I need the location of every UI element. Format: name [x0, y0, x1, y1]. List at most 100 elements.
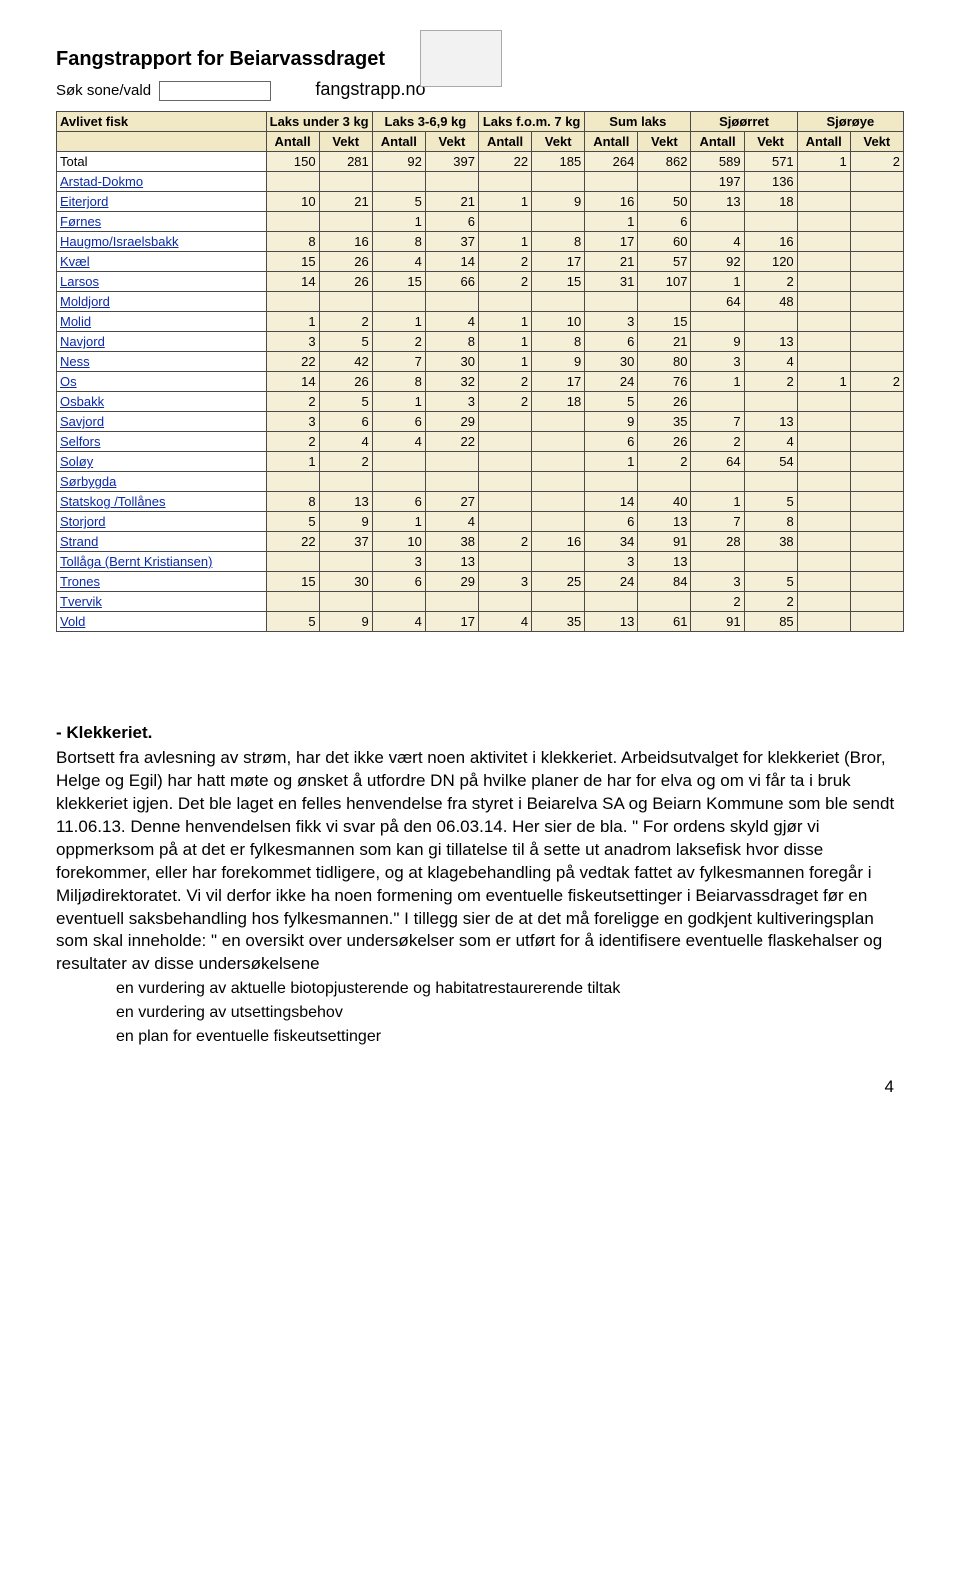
cell: 30 [319, 572, 372, 592]
search-input[interactable] [159, 81, 271, 101]
col-sub-header: Vekt [319, 132, 372, 152]
cell: 1 [266, 312, 319, 332]
cell: 13 [585, 612, 638, 632]
cell [532, 292, 585, 312]
col-group-header: Sjøørret [691, 112, 797, 132]
cell [585, 472, 638, 492]
cell: 13 [638, 512, 691, 532]
cell: 13 [319, 492, 372, 512]
cell: 8 [425, 332, 478, 352]
cell [850, 472, 903, 492]
cell: 91 [638, 532, 691, 552]
cell: 92 [691, 252, 744, 272]
cell: 26 [319, 272, 372, 292]
cell [850, 452, 903, 472]
row-name[interactable]: Førnes [57, 212, 267, 232]
row-name[interactable]: Larsos [57, 272, 267, 292]
cell: 21 [425, 192, 478, 212]
table-body: Total150281923972218526486258957112Arsta… [57, 152, 904, 632]
cell [744, 472, 797, 492]
cell [425, 172, 478, 192]
row-name[interactable]: Statskog /Tollånes [57, 492, 267, 512]
cell: 571 [744, 152, 797, 172]
col-group-header: Laks f.o.m. 7 kg [478, 112, 584, 132]
cell: 1 [266, 452, 319, 472]
cell: 1 [478, 332, 531, 352]
cell [585, 292, 638, 312]
row-name[interactable]: Arstad-Dokmo [57, 172, 267, 192]
cell [797, 252, 850, 272]
cell: 2 [319, 452, 372, 472]
row-name[interactable]: Ness [57, 352, 267, 372]
cell: 2 [691, 432, 744, 452]
cell [425, 592, 478, 612]
col-sub-header: Antall [372, 132, 425, 152]
page-number: 4 [56, 1077, 904, 1097]
row-name[interactable]: Sørbygda [57, 472, 267, 492]
cell [744, 552, 797, 572]
cell: 3 [266, 412, 319, 432]
cell: 50 [638, 192, 691, 212]
cell: 4 [372, 612, 425, 632]
cell [532, 512, 585, 532]
table-row: Osbakk2513218526 [57, 392, 904, 412]
row-name[interactable]: Tollåga (Bernt Kristiansen) [57, 552, 267, 572]
cell [744, 312, 797, 332]
cell: 16 [585, 192, 638, 212]
cell: 91 [691, 612, 744, 632]
cell: 7 [691, 412, 744, 432]
cell: 13 [744, 332, 797, 352]
row-name[interactable]: Selfors [57, 432, 267, 452]
col-sub-header: Vekt [425, 132, 478, 152]
cell [850, 572, 903, 592]
cell [638, 172, 691, 192]
row-name[interactable]: Osbakk [57, 392, 267, 412]
cell: 9 [532, 352, 585, 372]
cell: 34 [585, 532, 638, 552]
bullet-list: en vurdering av aktuelle biotopjusterend… [116, 978, 904, 1047]
cell [478, 212, 531, 232]
cell: 2 [319, 312, 372, 332]
table-row: Moldjord 6448 [57, 292, 904, 312]
cell: 8 [744, 512, 797, 532]
table-row: Førnes 16 16 [57, 212, 904, 232]
row-name[interactable]: Navjord [57, 332, 267, 352]
row-name[interactable]: Haugmo/Israelsbakk [57, 232, 267, 252]
row-name[interactable]: Tvervik [57, 592, 267, 612]
cell: 2 [478, 252, 531, 272]
cell [478, 432, 531, 452]
cell [425, 472, 478, 492]
cell [638, 292, 691, 312]
bullet-item: en vurdering av utsettingsbehov [116, 1002, 904, 1024]
cell: 18 [744, 192, 797, 212]
col-sub-header: Vekt [638, 132, 691, 152]
row-name[interactable]: Savjord [57, 412, 267, 432]
row-name[interactable]: Moldjord [57, 292, 267, 312]
cell: 4 [372, 432, 425, 452]
row-name[interactable]: Os [57, 372, 267, 392]
row-name[interactable]: Strand [57, 532, 267, 552]
cell [797, 312, 850, 332]
row-name[interactable]: Eiterjord [57, 192, 267, 212]
cell: 13 [638, 552, 691, 572]
cell: 1 [585, 212, 638, 232]
table-row: Statskog /Tollånes813627 144015 [57, 492, 904, 512]
cell [797, 212, 850, 232]
cell: 64 [691, 292, 744, 312]
row-name[interactable]: Molid [57, 312, 267, 332]
cell: 3 [478, 572, 531, 592]
cell: 15 [532, 272, 585, 292]
cell [797, 412, 850, 432]
cell: 4 [744, 432, 797, 452]
table-row: Soløy12 126454 [57, 452, 904, 472]
row-name[interactable]: Kvæl [57, 252, 267, 272]
cell [850, 392, 903, 412]
cell [266, 172, 319, 192]
row-name[interactable]: Vold [57, 612, 267, 632]
cell: 6 [372, 572, 425, 592]
row-name[interactable]: Soløy [57, 452, 267, 472]
col-sub-header: Vekt [850, 132, 903, 152]
row-name[interactable]: Trones [57, 572, 267, 592]
row-name[interactable]: Storjord [57, 512, 267, 532]
cell [425, 452, 478, 472]
